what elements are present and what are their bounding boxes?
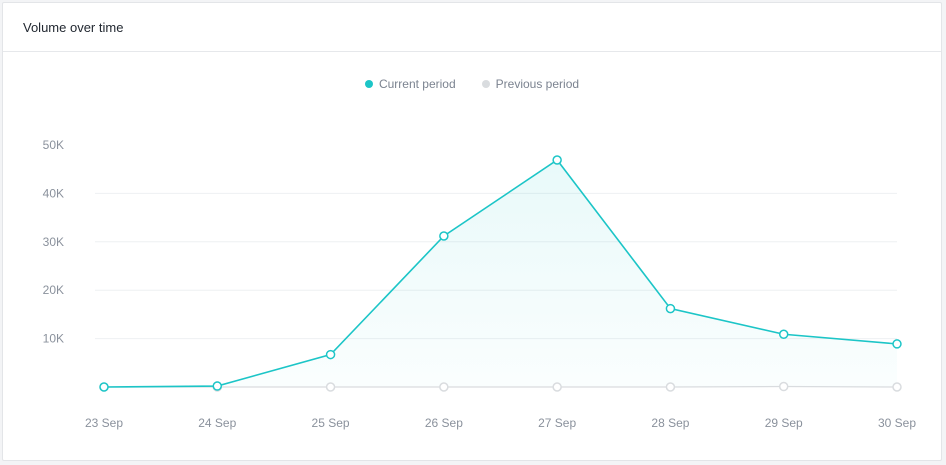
x-tick-label: 26 Sep	[425, 416, 463, 430]
previous-period-point	[325, 382, 336, 392]
current-period-point	[778, 329, 789, 339]
y-tick-label: 50K	[43, 138, 64, 152]
previous-period-dot-icon	[481, 80, 490, 88]
x-tick-label: 28 Sep	[651, 416, 689, 430]
legend-item-current[interactable]: Current period	[364, 77, 456, 91]
y-tick-label: 10K	[43, 332, 64, 346]
y-tick-label: 20K	[43, 283, 64, 297]
previous-period-point	[778, 381, 789, 392]
card-header: Volume over time	[3, 3, 941, 52]
y-tick-label: 40K	[43, 186, 64, 200]
current-period-point	[99, 382, 109, 392]
current-period-dot-icon	[364, 80, 373, 88]
x-tick-label: 30 Sep	[878, 416, 916, 430]
y-tick-label: 30K	[43, 235, 64, 249]
chart-title: Volume over time	[23, 19, 124, 35]
current-period-point	[665, 303, 676, 314]
current-period-line	[103, 158, 898, 388]
x-tick-label: 27 Sep	[538, 416, 576, 430]
chart-legend: Current period Previous period	[3, 77, 941, 91]
legend-label-previous: Previous period	[495, 77, 580, 91]
current-period-point	[552, 155, 562, 165]
previous-period-point	[552, 382, 562, 392]
current-period-point	[892, 339, 902, 349]
legend-label-current: Current period	[378, 77, 456, 91]
current-period-point	[439, 231, 449, 241]
x-tick-label: 24 Sep	[198, 416, 236, 430]
previous-period-point	[665, 382, 676, 392]
x-tick-label: 25 Sep	[312, 416, 350, 430]
legend-item-previous[interactable]: Previous period	[481, 77, 580, 91]
x-tick-label: 29 Sep	[765, 416, 803, 430]
current-period-area	[104, 160, 897, 387]
current-period-point	[212, 381, 223, 391]
current-period-point	[325, 349, 336, 360]
x-tick-label: 23 Sep	[85, 416, 123, 430]
previous-period-point	[892, 382, 902, 392]
previous-period-point	[439, 382, 449, 392]
